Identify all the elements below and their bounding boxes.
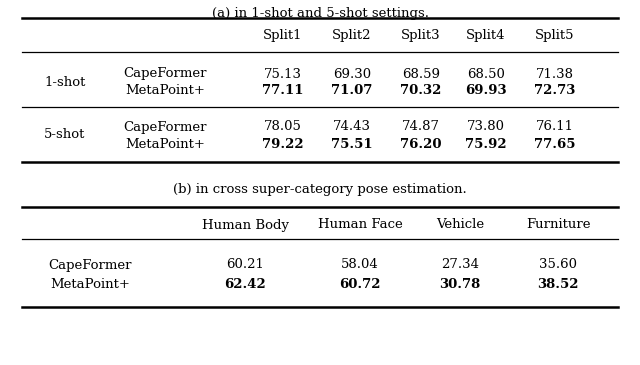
Text: 60.72: 60.72 bbox=[339, 277, 381, 291]
Text: Split2: Split2 bbox=[332, 30, 372, 42]
Text: Human Body: Human Body bbox=[202, 219, 289, 231]
Text: 60.21: 60.21 bbox=[226, 258, 264, 272]
Text: 69.93: 69.93 bbox=[465, 85, 507, 97]
Text: 69.30: 69.30 bbox=[333, 68, 371, 81]
Text: 71.07: 71.07 bbox=[332, 85, 372, 97]
Text: 1-shot: 1-shot bbox=[44, 76, 86, 88]
Text: MetaPoint+: MetaPoint+ bbox=[50, 277, 130, 291]
Text: 38.52: 38.52 bbox=[537, 277, 579, 291]
Text: 74.43: 74.43 bbox=[333, 120, 371, 134]
Text: 75.51: 75.51 bbox=[331, 138, 373, 150]
Text: CapeFormer: CapeFormer bbox=[48, 258, 132, 272]
Text: CapeFormer: CapeFormer bbox=[124, 68, 207, 81]
Text: Split3: Split3 bbox=[401, 30, 441, 42]
Text: Human Face: Human Face bbox=[317, 219, 403, 231]
Text: (a) in 1-shot and 5-shot settings.: (a) in 1-shot and 5-shot settings. bbox=[211, 7, 429, 20]
Text: MetaPoint+: MetaPoint+ bbox=[125, 138, 205, 150]
Text: 73.80: 73.80 bbox=[467, 120, 505, 134]
Text: 75.92: 75.92 bbox=[465, 138, 507, 150]
Text: 71.38: 71.38 bbox=[536, 68, 574, 81]
Text: 68.59: 68.59 bbox=[402, 68, 440, 81]
Text: 5-shot: 5-shot bbox=[44, 128, 86, 142]
Text: 76.20: 76.20 bbox=[400, 138, 442, 150]
Text: 78.05: 78.05 bbox=[264, 120, 302, 134]
Text: MetaPoint+: MetaPoint+ bbox=[125, 85, 205, 97]
Text: Split1: Split1 bbox=[263, 30, 303, 42]
Text: 30.78: 30.78 bbox=[440, 277, 481, 291]
Text: 70.32: 70.32 bbox=[400, 85, 442, 97]
Text: 77.65: 77.65 bbox=[534, 138, 576, 150]
Text: 68.50: 68.50 bbox=[467, 68, 505, 81]
Text: 62.42: 62.42 bbox=[224, 277, 266, 291]
Text: Vehicle: Vehicle bbox=[436, 219, 484, 231]
Text: 76.11: 76.11 bbox=[536, 120, 574, 134]
Text: 74.87: 74.87 bbox=[402, 120, 440, 134]
Text: Furniture: Furniture bbox=[525, 219, 590, 231]
Text: Split5: Split5 bbox=[535, 30, 575, 42]
Text: Split4: Split4 bbox=[467, 30, 506, 42]
Text: (b) in cross super-category pose estimation.: (b) in cross super-category pose estimat… bbox=[173, 183, 467, 196]
Text: 72.73: 72.73 bbox=[534, 85, 576, 97]
Text: 27.34: 27.34 bbox=[441, 258, 479, 272]
Text: 79.22: 79.22 bbox=[262, 138, 304, 150]
Text: 35.60: 35.60 bbox=[539, 258, 577, 272]
Text: CapeFormer: CapeFormer bbox=[124, 120, 207, 134]
Text: 77.11: 77.11 bbox=[262, 85, 304, 97]
Text: 58.04: 58.04 bbox=[341, 258, 379, 272]
Text: 75.13: 75.13 bbox=[264, 68, 302, 81]
